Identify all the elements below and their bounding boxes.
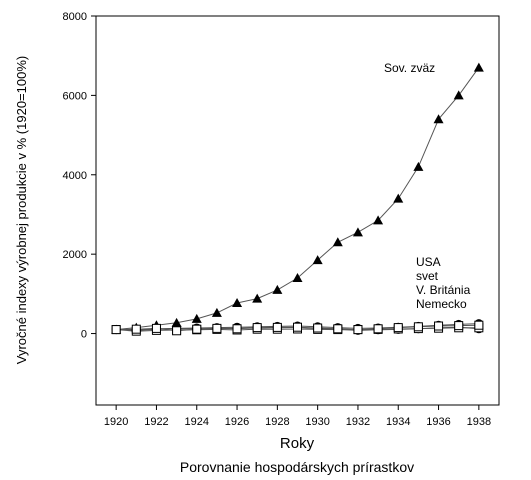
data-point-sov-zv-z bbox=[393, 193, 404, 203]
data-point-sov-zv-z bbox=[373, 215, 384, 225]
data-point-nemecko bbox=[434, 321, 444, 331]
data-point-sov-zv-z bbox=[292, 272, 303, 282]
y-tick-label: 2000 bbox=[63, 249, 87, 261]
x-tick-label: 1938 bbox=[467, 416, 491, 428]
data-point-sov-zv-z bbox=[473, 62, 484, 72]
annotation-usa: USA bbox=[416, 255, 441, 269]
x-tick-label: 1920 bbox=[104, 416, 128, 428]
data-point-nemecko bbox=[172, 326, 182, 336]
data-point-nemecko bbox=[373, 324, 383, 334]
data-point-nemecko bbox=[393, 323, 403, 333]
plot-area bbox=[95, 15, 500, 406]
data-point-nemecko bbox=[192, 324, 202, 334]
data-point-nemecko bbox=[293, 322, 302, 332]
x-axis-ticks: 1920 1922 1924 1926 1928 1930 1932 1934 1936 1938 bbox=[104, 405, 491, 428]
x-axis-title: Roky bbox=[280, 435, 315, 452]
data-point-nemecko bbox=[353, 325, 363, 335]
x-tick-label: 1934 bbox=[386, 416, 410, 428]
data-point-sov-zv-z bbox=[252, 293, 263, 303]
data-point-nemecko bbox=[151, 323, 161, 333]
data-point-nemecko bbox=[131, 324, 141, 334]
data-point-nemecko bbox=[454, 321, 464, 331]
data-point-sov-zv-z bbox=[332, 237, 343, 247]
annotation-sov-zvaz: Sov. zväz bbox=[384, 61, 435, 75]
y-tick-label: 8000 bbox=[63, 11, 87, 23]
chart-subtitle: Porovnanie hospodárskych prírastkov bbox=[180, 459, 414, 475]
annotations: Sov. zväz USA svet V. Británia Nemecko bbox=[384, 61, 471, 311]
data-point-sov-zv-z bbox=[413, 161, 424, 171]
data-point-sov-zv-z bbox=[433, 114, 444, 124]
x-tick-label: 1924 bbox=[185, 416, 209, 428]
x-tick-label: 1922 bbox=[144, 416, 168, 428]
data-point-sov-zv-z bbox=[191, 313, 202, 323]
x-tick-label: 1932 bbox=[346, 416, 370, 428]
data-point-sov-zv-z bbox=[352, 227, 363, 237]
x-tick-label: 1936 bbox=[426, 416, 450, 428]
data-point-nemecko bbox=[272, 322, 282, 332]
data-point-sov-zv-z bbox=[453, 90, 464, 100]
series-layer bbox=[111, 62, 484, 336]
data-point-nemecko bbox=[313, 323, 323, 333]
y-axis-ticks: 0 2000 4000 6000 8000 bbox=[63, 11, 96, 341]
y-tick-label: 0 bbox=[81, 329, 87, 341]
annotation-nemecko: Nemecko bbox=[416, 297, 467, 311]
data-point-sov-zv-z bbox=[171, 317, 182, 327]
y-axis-title: Vyročné indexy výrobnej produkcie v % (1… bbox=[14, 56, 29, 364]
x-tick-label: 1926 bbox=[225, 416, 249, 428]
x-tick-label: 1928 bbox=[265, 416, 289, 428]
data-point-nemecko bbox=[232, 324, 242, 334]
data-point-nemecko bbox=[252, 323, 262, 333]
data-point-sov-zv-z bbox=[232, 297, 243, 307]
y-tick-label: 4000 bbox=[63, 170, 87, 182]
data-point-sov-zv-z bbox=[312, 255, 323, 265]
data-point-sov-zv-z bbox=[211, 307, 222, 317]
annotation-svet: svet bbox=[416, 269, 439, 283]
y-tick-label: 6000 bbox=[63, 90, 87, 102]
data-point-sov-zv-z bbox=[272, 284, 283, 294]
data-point-nemecko bbox=[413, 322, 423, 332]
data-point-nemecko bbox=[212, 323, 222, 333]
data-point-nemecko bbox=[111, 325, 121, 335]
x-tick-label: 1930 bbox=[305, 416, 329, 428]
plot-frame bbox=[95, 15, 500, 406]
annotation-v-britania: V. Británia bbox=[416, 283, 471, 297]
data-point-nemecko bbox=[333, 324, 343, 334]
data-point-nemecko bbox=[474, 320, 484, 330]
